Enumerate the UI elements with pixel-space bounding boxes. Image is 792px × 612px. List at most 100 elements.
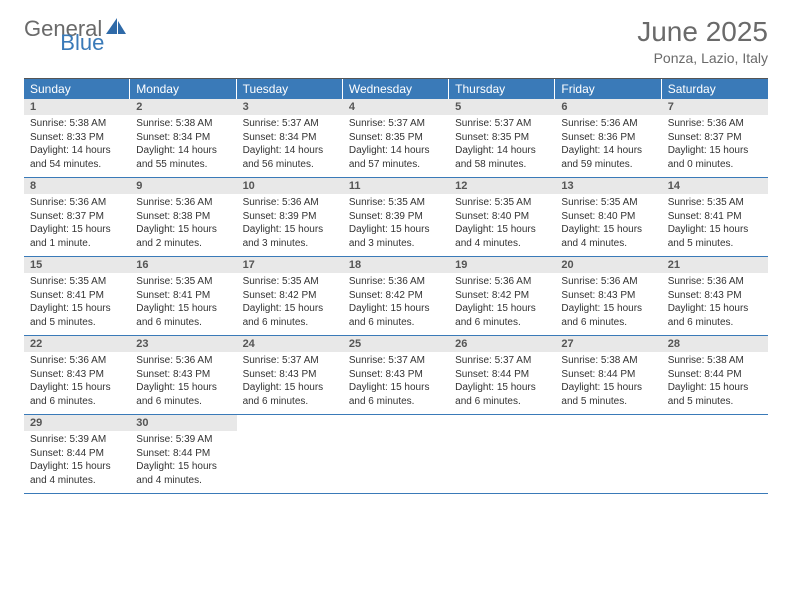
day-details: Sunrise: 5:36 AMSunset: 8:38 PMDaylight:… — [130, 194, 236, 254]
daylight-line: Daylight: 15 hours and 4 minutes. — [30, 460, 124, 487]
weekday-header: Sunday — [24, 79, 130, 99]
sunset-line: Sunset: 8:39 PM — [349, 210, 443, 224]
daylight-line: Daylight: 14 hours and 54 minutes. — [30, 144, 124, 171]
day-cell: 23Sunrise: 5:36 AMSunset: 8:43 PMDayligh… — [130, 336, 236, 414]
day-number: 14 — [662, 178, 768, 194]
sunset-line: Sunset: 8:41 PM — [30, 289, 124, 303]
sunrise-line: Sunrise: 5:37 AM — [243, 354, 337, 368]
day-cell: 22Sunrise: 5:36 AMSunset: 8:43 PMDayligh… — [24, 336, 130, 414]
day-details: Sunrise: 5:35 AMSunset: 8:40 PMDaylight:… — [555, 194, 661, 254]
day-details: Sunrise: 5:38 AMSunset: 8:34 PMDaylight:… — [130, 115, 236, 175]
day-details: Sunrise: 5:35 AMSunset: 8:41 PMDaylight:… — [130, 273, 236, 333]
day-number: 9 — [130, 178, 236, 194]
day-cell: 21Sunrise: 5:36 AMSunset: 8:43 PMDayligh… — [662, 257, 768, 335]
day-details: Sunrise: 5:37 AMSunset: 8:44 PMDaylight:… — [449, 352, 555, 412]
sunset-line: Sunset: 8:41 PM — [136, 289, 230, 303]
week-row: 1Sunrise: 5:38 AMSunset: 8:33 PMDaylight… — [24, 99, 768, 178]
day-number: 25 — [343, 336, 449, 352]
sunrise-line: Sunrise: 5:36 AM — [136, 196, 230, 210]
day-cell: 17Sunrise: 5:35 AMSunset: 8:42 PMDayligh… — [237, 257, 343, 335]
daylight-line: Daylight: 15 hours and 6 minutes. — [243, 381, 337, 408]
day-cell: 2Sunrise: 5:38 AMSunset: 8:34 PMDaylight… — [130, 99, 236, 177]
day-cell: 29Sunrise: 5:39 AMSunset: 8:44 PMDayligh… — [24, 415, 130, 493]
day-number: 26 — [449, 336, 555, 352]
sunrise-line: Sunrise: 5:38 AM — [668, 354, 762, 368]
sunset-line: Sunset: 8:40 PM — [455, 210, 549, 224]
day-number: 30 — [130, 415, 236, 431]
day-cell: 8Sunrise: 5:36 AMSunset: 8:37 PMDaylight… — [24, 178, 130, 256]
day-number: 17 — [237, 257, 343, 273]
sunrise-line: Sunrise: 5:35 AM — [30, 275, 124, 289]
day-details: Sunrise: 5:37 AMSunset: 8:43 PMDaylight:… — [237, 352, 343, 412]
sunrise-line: Sunrise: 5:37 AM — [243, 117, 337, 131]
day-details: Sunrise: 5:36 AMSunset: 8:37 PMDaylight:… — [662, 115, 768, 175]
day-number: 29 — [24, 415, 130, 431]
weekday-header: Thursday — [449, 79, 555, 99]
day-cell: 28Sunrise: 5:38 AMSunset: 8:44 PMDayligh… — [662, 336, 768, 414]
day-details: Sunrise: 5:36 AMSunset: 8:39 PMDaylight:… — [237, 194, 343, 254]
day-number: 23 — [130, 336, 236, 352]
sunset-line: Sunset: 8:44 PM — [668, 368, 762, 382]
sunset-line: Sunset: 8:34 PM — [243, 131, 337, 145]
daylight-line: Daylight: 15 hours and 6 minutes. — [136, 381, 230, 408]
day-details: Sunrise: 5:37 AMSunset: 8:43 PMDaylight:… — [343, 352, 449, 412]
day-number: 3 — [237, 99, 343, 115]
daylight-line: Daylight: 15 hours and 6 minutes. — [561, 302, 655, 329]
daylight-line: Daylight: 14 hours and 57 minutes. — [349, 144, 443, 171]
sunrise-line: Sunrise: 5:35 AM — [668, 196, 762, 210]
sunset-line: Sunset: 8:44 PM — [561, 368, 655, 382]
sunset-line: Sunset: 8:43 PM — [561, 289, 655, 303]
daylight-line: Daylight: 15 hours and 5 minutes. — [668, 381, 762, 408]
daylight-line: Daylight: 15 hours and 6 minutes. — [136, 302, 230, 329]
empty-cell — [449, 415, 555, 493]
day-number: 5 — [449, 99, 555, 115]
sunrise-line: Sunrise: 5:38 AM — [30, 117, 124, 131]
day-cell: 26Sunrise: 5:37 AMSunset: 8:44 PMDayligh… — [449, 336, 555, 414]
sunrise-line: Sunrise: 5:36 AM — [668, 275, 762, 289]
sunset-line: Sunset: 8:37 PM — [30, 210, 124, 224]
daylight-line: Daylight: 15 hours and 0 minutes. — [668, 144, 762, 171]
sunrise-line: Sunrise: 5:35 AM — [455, 196, 549, 210]
day-details: Sunrise: 5:37 AMSunset: 8:34 PMDaylight:… — [237, 115, 343, 175]
sunset-line: Sunset: 8:43 PM — [668, 289, 762, 303]
sunrise-line: Sunrise: 5:38 AM — [136, 117, 230, 131]
daylight-line: Daylight: 14 hours and 58 minutes. — [455, 144, 549, 171]
day-details: Sunrise: 5:35 AMSunset: 8:41 PMDaylight:… — [662, 194, 768, 254]
sunset-line: Sunset: 8:35 PM — [349, 131, 443, 145]
day-details: Sunrise: 5:39 AMSunset: 8:44 PMDaylight:… — [130, 431, 236, 491]
sunset-line: Sunset: 8:33 PM — [30, 131, 124, 145]
empty-cell — [237, 415, 343, 493]
week-row: 8Sunrise: 5:36 AMSunset: 8:37 PMDaylight… — [24, 178, 768, 257]
day-cell: 1Sunrise: 5:38 AMSunset: 8:33 PMDaylight… — [24, 99, 130, 177]
daylight-line: Daylight: 15 hours and 6 minutes. — [349, 381, 443, 408]
sunset-line: Sunset: 8:42 PM — [243, 289, 337, 303]
sunset-line: Sunset: 8:43 PM — [30, 368, 124, 382]
day-details: Sunrise: 5:37 AMSunset: 8:35 PMDaylight:… — [343, 115, 449, 175]
day-number: 20 — [555, 257, 661, 273]
day-cell: 30Sunrise: 5:39 AMSunset: 8:44 PMDayligh… — [130, 415, 236, 493]
sunrise-line: Sunrise: 5:36 AM — [561, 117, 655, 131]
daylight-line: Daylight: 14 hours and 59 minutes. — [561, 144, 655, 171]
day-cell: 4Sunrise: 5:37 AMSunset: 8:35 PMDaylight… — [343, 99, 449, 177]
day-number: 22 — [24, 336, 130, 352]
logo: General Blue — [24, 16, 174, 42]
sunrise-line: Sunrise: 5:37 AM — [349, 117, 443, 131]
sunrise-line: Sunrise: 5:36 AM — [30, 196, 124, 210]
day-cell: 25Sunrise: 5:37 AMSunset: 8:43 PMDayligh… — [343, 336, 449, 414]
sunset-line: Sunset: 8:37 PM — [668, 131, 762, 145]
day-cell: 10Sunrise: 5:36 AMSunset: 8:39 PMDayligh… — [237, 178, 343, 256]
logo-text-blue: Blue — [60, 30, 104, 55]
day-details: Sunrise: 5:35 AMSunset: 8:42 PMDaylight:… — [237, 273, 343, 333]
day-details: Sunrise: 5:36 AMSunset: 8:43 PMDaylight:… — [555, 273, 661, 333]
sunset-line: Sunset: 8:44 PM — [455, 368, 549, 382]
day-details: Sunrise: 5:38 AMSunset: 8:44 PMDaylight:… — [555, 352, 661, 412]
daylight-line: Daylight: 15 hours and 5 minutes. — [30, 302, 124, 329]
daylight-line: Daylight: 14 hours and 56 minutes. — [243, 144, 337, 171]
day-number: 19 — [449, 257, 555, 273]
daylight-line: Daylight: 14 hours and 55 minutes. — [136, 144, 230, 171]
daylight-line: Daylight: 15 hours and 6 minutes. — [455, 302, 549, 329]
weekday-header: Monday — [130, 79, 236, 99]
day-cell: 16Sunrise: 5:35 AMSunset: 8:41 PMDayligh… — [130, 257, 236, 335]
empty-cell — [662, 415, 768, 493]
sunrise-line: Sunrise: 5:37 AM — [455, 354, 549, 368]
